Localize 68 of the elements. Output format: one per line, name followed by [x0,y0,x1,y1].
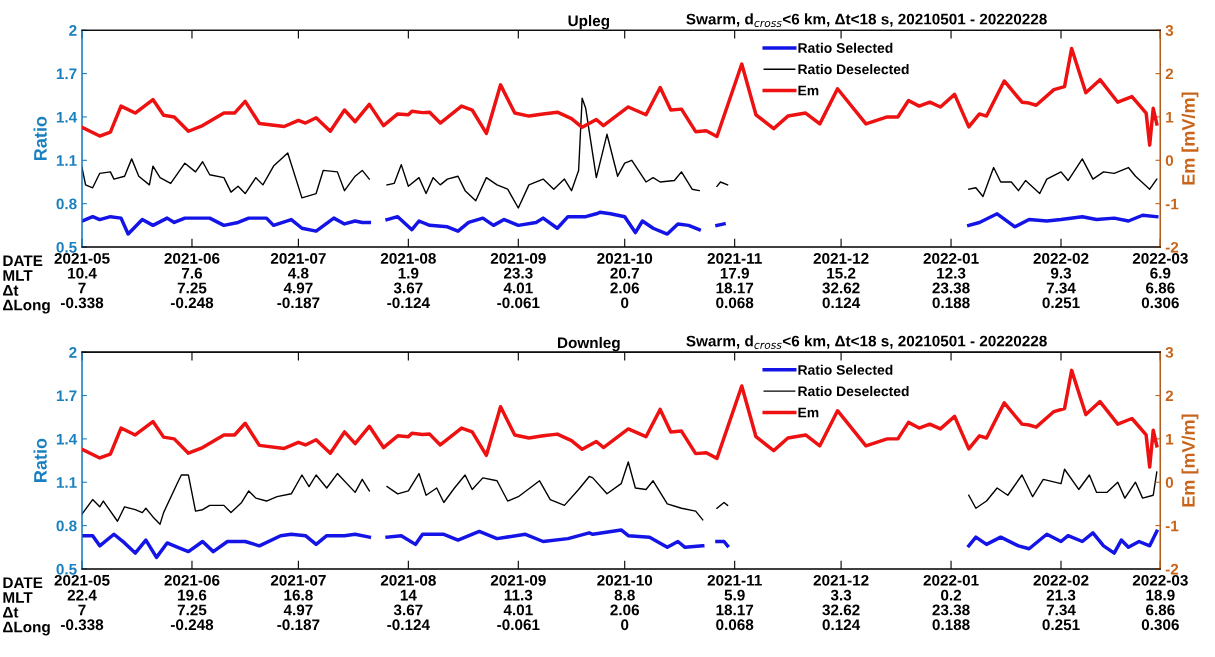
y2-tick-label: 3 [1165,347,1174,358]
legend-label: Em [798,407,819,418]
x-tick-label: 2021-09 11.3 4.01 -0.061 [490,574,546,631]
text: MLT [3,270,33,281]
y-tick-label: 1.1 [56,477,77,488]
text: ΔLong [3,299,50,314]
chart-title: Upleg [568,14,610,30]
legend-label: Ratio Selected [798,42,893,53]
x-tick-label: 2022-03 18.9 6.86 0.306 [1132,574,1188,631]
x-tick-label: 2021-08 1.9 3.67 -0.124 [380,252,436,309]
y-tick-label: 1.1 [56,155,77,166]
y2-axis-title: Em [mV/m] [1181,92,1199,185]
x-tick-label: 2021-07 16.8 4.97 -0.187 [270,574,326,631]
x-tick-label: 2021-12 3.3 32.62 0.124 [813,574,869,631]
y-tick-label: 0.5 [56,241,77,253]
y-axis-title: Ratio [33,116,47,160]
y-tick-label: 0.5 [56,563,77,575]
x-tick-label: 2021-09 23.3 4.01 -0.061 [490,252,546,309]
text: ΔLong [3,621,50,636]
legend-label: Ratio Deselected [798,385,909,397]
y2-axis-title: Em [mV/m] [1181,414,1199,507]
y2-tick-label: -2 [1165,563,1179,575]
x-tick-label: 2021-07 4.8 4.97 -0.187 [270,252,326,309]
text: DATE [3,577,43,588]
x-tick-label: 2022-03 6.9 6.86 0.306 [1132,252,1188,309]
chart-subtitle: Swarm, d$_{cross}$<6 km, Δt<18 s, 20210501 - 20220228 [686,13,1047,28]
y2-tick-label: 1 [1166,433,1174,445]
legend-label: Ratio Deselected [798,64,909,75]
x-tick-label: 2021-12 15.2 32.62 0.124 [813,252,869,309]
chart-title: Downleg [558,336,620,352]
x-tick-label: 2021-10 20.7 2.06 0 [597,252,653,309]
y-tick-label: 1.7 [56,68,77,80]
x-tick-label: 2021-11 17.9 18.17 0.068 [707,252,762,309]
x-tick-label: 2021-06 19.6 7.25 -0.248 [164,574,220,631]
y-tick-label: 1.4 [56,111,78,123]
y-tick-label: 1.4 [56,433,78,445]
legend-label: Em [798,85,819,96]
y2-tick-label: 3 [1165,25,1174,36]
y-tick-label: 2 [69,25,77,36]
y-axis-title: Ratio [33,438,47,482]
text: Δt [3,285,19,296]
y2-tick-label: 0 [1165,477,1174,488]
y2-tick-label: 1 [1166,111,1174,123]
y-tick-label: 1.7 [56,390,77,402]
chart-subtitle: Swarm, d$_{cross}$<6 km, Δt<18 s, 20210501 - 20220228 [686,335,1047,349]
x-tick-label: 2022-02 9.3 7.34 0.251 [1033,252,1089,309]
x-tick-label: 2022-02 21.3 7.34 0.251 [1033,574,1089,631]
y2-tick-label: 0 [1165,155,1174,166]
text: MLT [3,592,33,603]
y-tick-label: 2 [69,347,77,358]
y2-tick-label: 2 [1165,390,1174,402]
text: DATE [3,255,43,266]
y2-tick-label: -1 [1165,520,1179,532]
x-tick-label: 2021-08 14 3.67 -0.124 [380,574,436,631]
x-tick-label: 2022-01 12.3 23.38 0.188 [923,252,979,309]
x-tick-label: 2021-05 10.4 7 -0.338 [54,252,110,309]
y-tick-label: 0.8 [56,198,77,210]
y2-tick-label: -2 [1165,241,1179,253]
legend-label: Ratio Selected [798,364,893,375]
y2-tick-label: -1 [1165,198,1179,210]
x-tick-label: 2021-11 5.9 18.17 0.068 [707,574,762,631]
x-tick-label: 2021-06 7.6 7.25 -0.248 [164,252,220,309]
x-tick-label: 2021-10 8.8 2.06 0 [597,574,653,631]
x-tick-label: 2022-01 0.2 23.38 0.188 [923,574,979,631]
y-tick-label: 0.8 [56,520,77,532]
text: Δt [3,606,19,618]
x-tick-label: 2021-05 22.4 7 -0.338 [54,574,110,631]
y2-tick-label: 2 [1165,68,1174,80]
